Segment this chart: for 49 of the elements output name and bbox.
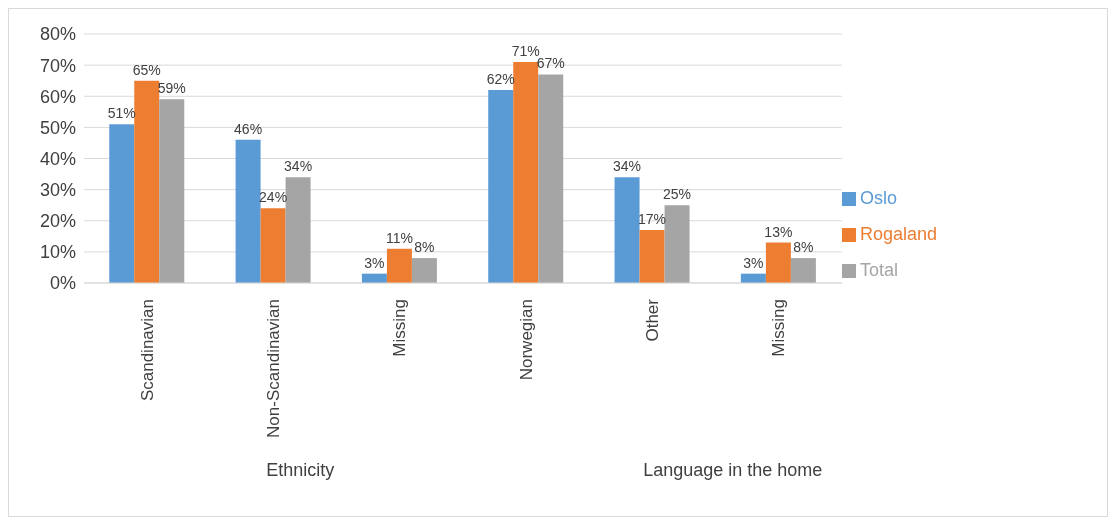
- data-label: 67%: [536, 55, 565, 72]
- x-tick-label: Norwegian: [516, 299, 536, 381]
- data-label: 8%: [414, 239, 435, 256]
- x-tick-label: Missing: [769, 299, 789, 357]
- data-label: 46%: [234, 120, 263, 137]
- bar: [790, 258, 816, 283]
- y-tick-label: 60%: [39, 86, 76, 107]
- bar: [538, 74, 564, 283]
- data-label: 11%: [385, 229, 413, 246]
- bar: [285, 177, 311, 283]
- y-tick-label: 80%: [39, 24, 76, 45]
- data-label: 13%: [764, 223, 793, 240]
- data-label: 34%: [284, 158, 313, 175]
- x-tick-label: Missing: [390, 299, 410, 357]
- bar: [765, 242, 791, 283]
- x-tick-label: Other: [642, 298, 662, 342]
- legend-label: Total: [859, 259, 898, 280]
- bar: [411, 258, 437, 283]
- data-label: 17%: [638, 211, 667, 228]
- data-label: 3%: [364, 254, 385, 271]
- y-tick-label: 0%: [49, 273, 76, 294]
- bar: [159, 99, 185, 283]
- x-tick-label: Scandinavian: [137, 299, 157, 402]
- text: Ethnicity: [265, 460, 336, 481]
- bar: [513, 62, 539, 283]
- data-label: 25%: [663, 186, 692, 203]
- bar: [614, 177, 640, 283]
- y-tick-label: 20%: [39, 211, 76, 232]
- bar: [109, 124, 135, 283]
- x-tick-label: Non-Scandinavian: [263, 299, 283, 438]
- bar: [386, 248, 412, 283]
- y-tick-label: 50%: [39, 117, 76, 138]
- legend-label: Oslo: [859, 187, 897, 208]
- y-tick-label: 10%: [39, 242, 76, 263]
- bar: [488, 90, 514, 283]
- bar: [260, 208, 286, 283]
- bar: [134, 80, 160, 283]
- legend-label: Rogaland: [859, 223, 937, 244]
- data-label: 65%: [132, 61, 161, 78]
- text: Language in the home: [642, 460, 824, 481]
- y-tick-label: 40%: [39, 148, 76, 169]
- data-label: 34%: [613, 158, 642, 175]
- bar: [639, 230, 665, 283]
- bar: [235, 139, 261, 283]
- y-tick-label: 30%: [39, 180, 76, 201]
- data-label: 3%: [743, 254, 764, 271]
- data-label: 8%: [793, 239, 814, 256]
- bar: [664, 205, 690, 283]
- y-tick-label: 70%: [39, 55, 76, 76]
